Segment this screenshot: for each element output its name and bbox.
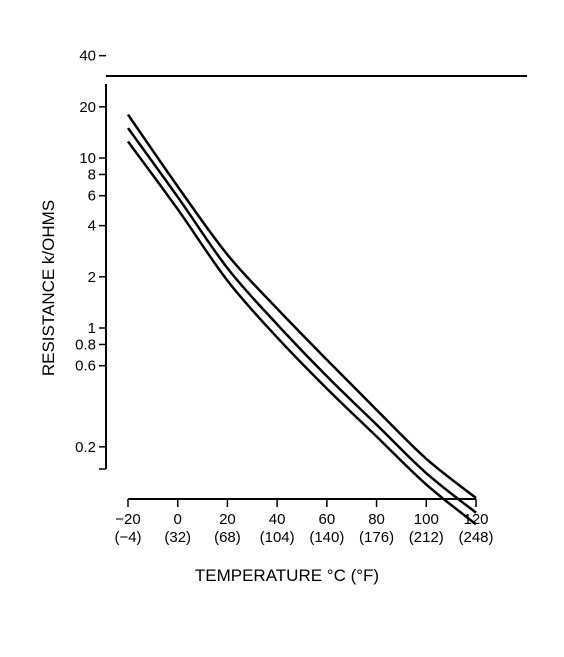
- x-tick-label: 100: [414, 511, 439, 528]
- y-tick-label: 1: [88, 320, 96, 337]
- x-tick-sublabel: (140): [309, 529, 344, 546]
- y-tick-label: 6: [88, 188, 96, 205]
- y-tick-label: 4: [88, 218, 96, 235]
- x-axis-label: TEMPERATURE °C (°F): [195, 566, 379, 585]
- series-line-1: [126, 113, 477, 499]
- x-tick-sublabel: (32): [164, 529, 191, 546]
- y-tick-label: 0.2: [75, 439, 96, 456]
- x-tick-sublabel: (176): [359, 529, 394, 546]
- y-axis-label: RESISTANCE k/OHMS: [39, 200, 58, 376]
- x-tick-sublabel: (248): [458, 529, 493, 546]
- y-tick-label: 0.6: [75, 358, 96, 375]
- x-tick-label: 40: [269, 511, 286, 528]
- series-group: [126, 113, 477, 526]
- y-tick-label: 0.8: [75, 336, 96, 353]
- y-tick-label: 10: [79, 150, 96, 167]
- y-ticks: 40 20 108 6 4 2 10.8 0.6 0.2: [75, 48, 106, 470]
- y-tick-label: 20: [79, 99, 96, 116]
- y-tick-label: 2: [88, 269, 96, 286]
- series-line-3: [126, 140, 477, 526]
- y-tick-label: 8: [88, 166, 96, 183]
- x-tick-label: 120: [463, 511, 488, 528]
- series-line-2: [126, 127, 477, 514]
- x-tick-label: −20: [115, 511, 140, 528]
- x-tick-label: 20: [219, 511, 236, 528]
- x-tick-sublabel: (−4): [114, 529, 141, 546]
- x-tick-label: 0: [174, 511, 182, 528]
- x-tick-sublabel: (212): [409, 529, 444, 546]
- x-tick-sublabel: (68): [214, 529, 241, 546]
- x-tick-label: 80: [368, 511, 385, 528]
- y-tick-label: 40: [79, 48, 96, 65]
- x-ticks: −20(−4) 0(32) 20(68) 40(104) 60(140) 80(176) 1…: [114, 499, 494, 546]
- x-tick-sublabel: (104): [260, 529, 295, 546]
- x-tick-label: 60: [319, 511, 336, 528]
